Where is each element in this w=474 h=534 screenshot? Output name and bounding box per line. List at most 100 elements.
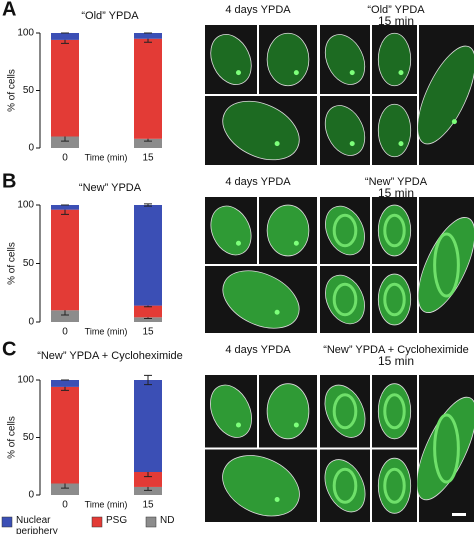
spot — [451, 119, 457, 125]
y-tick-label: 0 — [28, 490, 34, 501]
cell — [377, 32, 412, 87]
panel-letter: C — [2, 338, 16, 360]
image-label: “New” YPDA — [365, 176, 428, 188]
ring — [332, 393, 358, 430]
bar-segment — [134, 138, 162, 148]
spot — [274, 309, 280, 315]
panel-letter: B — [2, 170, 16, 192]
spot — [293, 70, 299, 76]
legend-label: Nuclear periphery — [16, 515, 58, 534]
cell — [222, 270, 300, 329]
cell — [324, 384, 366, 438]
bar-segment — [51, 209, 79, 311]
bar-segment — [134, 472, 162, 487]
cell — [266, 32, 310, 87]
bar-segment — [51, 136, 79, 148]
y-tick-label: 50 — [23, 85, 35, 96]
cell — [324, 459, 366, 513]
legend-swatch — [91, 516, 103, 528]
bar-segment — [51, 310, 79, 322]
x-tick-label: 0 — [62, 327, 68, 338]
cell — [210, 205, 252, 256]
bar-segment — [51, 380, 79, 387]
image-label: 15 min — [378, 14, 414, 28]
ring — [332, 282, 358, 317]
spot — [235, 70, 241, 76]
image-label: 15 min — [378, 354, 414, 368]
legend-label: PSG — [106, 515, 128, 526]
ring — [383, 467, 406, 504]
image-label: “New” YPDA + Cycloheximide — [323, 344, 469, 356]
y-tick-label: 0 — [28, 143, 34, 154]
error-bar — [144, 203, 152, 207]
y-axis-label: % of cells — [7, 69, 18, 112]
bar-segment — [134, 305, 162, 318]
y-axis-label: % of cells — [7, 242, 18, 285]
cell — [377, 204, 412, 257]
x-axis-label: Time (min) — [85, 499, 128, 509]
bar-segment — [51, 205, 79, 210]
bar-segment — [134, 317, 162, 322]
y-tick-label: 100 — [17, 375, 34, 386]
image-label: “Old” YPDA — [367, 4, 425, 16]
ring — [332, 467, 358, 504]
scale-bar — [452, 513, 466, 516]
bar-segment — [51, 33, 79, 40]
x-tick-label: 15 — [142, 327, 154, 338]
spot — [349, 141, 355, 147]
cell — [417, 217, 474, 313]
cell — [324, 34, 366, 85]
cell — [377, 457, 412, 514]
spot — [398, 141, 404, 147]
chart-title: “Old” YPDA — [81, 10, 139, 22]
chart-title: “New” YPDA + Cycloheximide — [37, 350, 183, 362]
ring — [433, 413, 460, 484]
error-bar — [144, 374, 152, 386]
bar-segment — [51, 39, 79, 137]
ring — [332, 213, 358, 248]
x-tick-label: 0 — [62, 500, 68, 511]
y-tick-label: 50 — [23, 258, 35, 269]
spot — [398, 70, 404, 76]
y-tick-label: 100 — [17, 28, 34, 39]
legend-swatch — [145, 516, 157, 528]
bar-segment — [134, 38, 162, 139]
x-axis-label: Time (min) — [85, 152, 128, 162]
cell — [377, 103, 412, 158]
y-tick-label: 0 — [28, 317, 34, 328]
bar-segment — [51, 483, 79, 495]
y-tick-label: 100 — [17, 200, 34, 211]
image-label: 4 days YPDA — [225, 4, 291, 16]
image-label: 4 days YPDA — [225, 344, 291, 356]
spot — [235, 422, 241, 428]
image-label: 4 days YPDA — [225, 176, 291, 188]
chart-title: “New” YPDA — [79, 182, 142, 194]
image-label: 15 min — [378, 186, 414, 200]
cell — [222, 455, 300, 517]
x-tick-label: 0 — [62, 153, 68, 164]
cell — [266, 383, 310, 440]
cell — [416, 396, 474, 501]
bar-segment — [134, 205, 162, 306]
legend-swatch — [1, 516, 13, 528]
bar-segment — [134, 380, 162, 472]
cell — [325, 205, 365, 256]
spot — [349, 70, 355, 76]
cell — [417, 45, 474, 145]
bar-segment — [51, 386, 79, 484]
x-tick-label: 15 — [142, 153, 154, 164]
ring — [383, 393, 406, 430]
spot — [293, 422, 299, 428]
cell — [210, 384, 252, 438]
ring — [433, 232, 460, 298]
bar-segment — [134, 33, 162, 39]
panel-letter: A — [2, 0, 16, 20]
cell — [266, 204, 310, 257]
ring — [383, 282, 406, 317]
cell — [222, 100, 300, 161]
cell — [210, 34, 252, 85]
cell — [325, 274, 365, 325]
y-tick-label: 50 — [23, 432, 35, 443]
